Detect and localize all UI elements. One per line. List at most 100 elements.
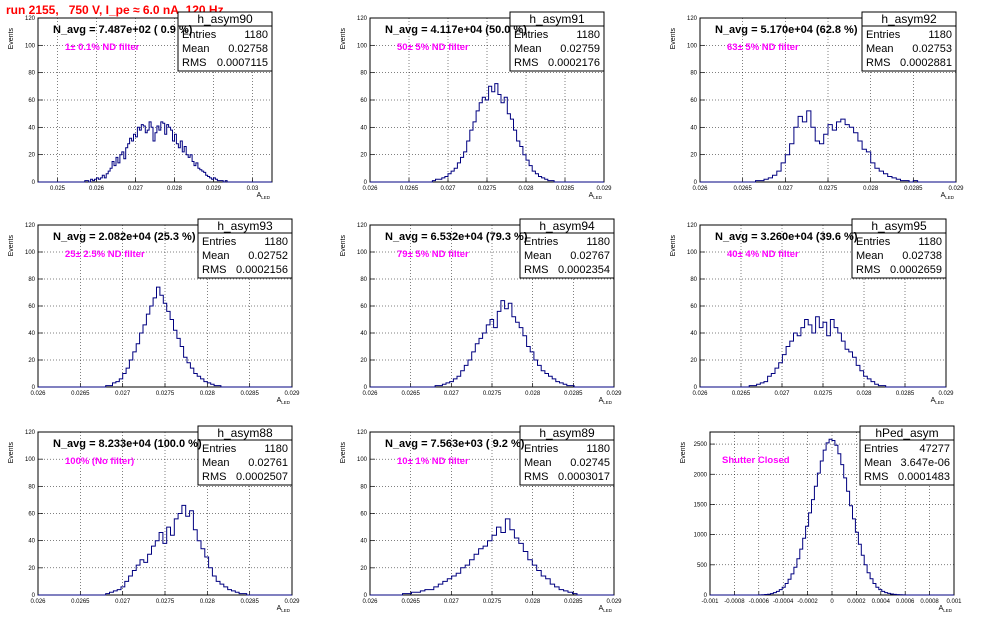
- x-tick-label: 0.0275: [156, 599, 175, 605]
- x-tick-label: 0.026: [692, 391, 708, 397]
- y-tick-label: 100: [357, 43, 368, 49]
- stats-key: Mean: [202, 250, 230, 262]
- stats-key: Entries: [514, 29, 549, 41]
- y-tick-label: 100: [25, 250, 36, 256]
- n-avg-label: N_avg = 8.233e+04 (100.0 %): [53, 438, 202, 450]
- x-tick-label: 0.026: [692, 186, 708, 192]
- stats-value: 0.02759: [560, 43, 600, 55]
- histogram-panel: -0.001 -0.0008 -0.0006 -0.0004 -0.0002 0 0.000…: [680, 425, 962, 613]
- x-tick-label: 0.028: [856, 391, 872, 397]
- y-tick-label: 20: [360, 358, 367, 364]
- y-tick-label: 20: [690, 358, 697, 364]
- y-tick-label: 40: [690, 125, 697, 131]
- y-axis-title: Events: [340, 28, 347, 50]
- y-tick-label: 120: [687, 223, 698, 229]
- y-tick-label: 0: [364, 180, 368, 186]
- stats-title: h_asym95: [871, 219, 927, 233]
- stats-key: Entries: [864, 443, 899, 455]
- histogram-line: [38, 504, 292, 596]
- y-axis-title: Events: [8, 235, 15, 257]
- stats-value: 0.02745: [570, 457, 610, 469]
- stats-box: h_asym95 Entries 1180 Mean 0.02738 RMS 0.00026…: [851, 218, 947, 279]
- stats-key: RMS: [856, 264, 880, 276]
- y-tick-label: 120: [357, 430, 368, 436]
- stats-key: RMS: [864, 471, 888, 483]
- x-tick-label: 0.0285: [240, 599, 259, 605]
- stats-title: h_asym94: [539, 219, 595, 233]
- stats-value: 1180: [264, 443, 288, 455]
- x-tick-label: 0.0285: [240, 391, 259, 397]
- x-tick-label: 0.0008: [920, 599, 939, 605]
- filter-note: 63± 5% ND filter: [727, 42, 799, 53]
- x-tick-label: 0.028: [525, 599, 541, 605]
- histogram-line: [700, 110, 956, 183]
- stats-title: h_asym90: [197, 12, 253, 26]
- x-tick-label: 0.0002: [847, 599, 866, 605]
- y-tick-label: 1000: [694, 533, 708, 539]
- x-axis-title: ALED: [277, 397, 291, 405]
- x-tick-label: 0.0265: [401, 391, 420, 397]
- stats-value: 1180: [244, 29, 268, 41]
- filter-note: 79± 5% ND filter: [397, 249, 469, 260]
- x-tick-label: 0.0275: [483, 391, 502, 397]
- x-tick-label: 0.0275: [819, 186, 838, 192]
- stats-title: h_asym91: [529, 12, 585, 26]
- y-tick-label: 20: [360, 153, 367, 159]
- x-tick-label: 0.027: [115, 391, 131, 397]
- x-tick-label: -0.0006: [749, 599, 770, 605]
- stats-key: Mean: [524, 457, 552, 469]
- stats-key: Entries: [524, 443, 559, 455]
- x-axis-title: ALED: [941, 192, 955, 200]
- filter-note: 10± 1% ND filter: [397, 456, 469, 467]
- n-avg-label: N_avg = 5.170e+04 (62.8 %): [715, 24, 858, 36]
- y-axis-title: Events: [340, 235, 347, 257]
- stats-value: 0.02753: [912, 43, 952, 55]
- histogram-panel: 0.025 0.026 0.027 0.028 0.029 0.03 0 20 40 60 80 10…: [8, 11, 273, 200]
- y-tick-label: 0: [364, 385, 368, 391]
- y-tick-label: 100: [25, 43, 36, 49]
- x-tick-label: 0.029: [284, 391, 300, 397]
- n-avg-label: N_avg = 7.563e+03 ( 9.2 %): [385, 438, 525, 450]
- x-tick-label: 0.0265: [71, 599, 90, 605]
- y-tick-label: 0: [704, 593, 708, 599]
- stats-value: 0.0007115: [217, 57, 268, 69]
- stats-key: RMS: [202, 471, 226, 483]
- n-avg-label: N_avg = 3.260e+04 (39.6 %): [715, 231, 858, 243]
- y-tick-label: 0: [694, 385, 698, 391]
- x-tick-label: 0.026: [30, 391, 46, 397]
- histogram-panel: 0.026 0.0265 0.027 0.0275 0.028 0.0285 0.029 0 2…: [340, 218, 622, 405]
- stats-box: h_asym91 Entries 1180 Mean 0.02759 RMS 0.00021…: [509, 11, 605, 72]
- stats-body-frame: [519, 439, 615, 486]
- stats-key: Mean: [866, 43, 894, 55]
- n-avg-label: N_avg = 4.117e+04 (50.0 %): [385, 24, 527, 36]
- stats-value: 0.02752: [248, 250, 288, 262]
- stats-body-frame: [509, 25, 605, 72]
- y-tick-label: 20: [360, 566, 367, 572]
- stats-key: Mean: [182, 43, 210, 55]
- y-tick-label: 80: [28, 277, 35, 283]
- n-avg-label: N_avg = 7.487e+02 ( 0.9 %): [53, 24, 193, 36]
- x-tick-label: 0.027: [444, 391, 460, 397]
- x-tick-label: 0.029: [606, 599, 622, 605]
- y-tick-label: 120: [357, 223, 368, 229]
- stats-key: Mean: [202, 457, 230, 469]
- y-tick-label: 0: [694, 180, 698, 186]
- n-avg-label: N_avg = 2.082e+04 (25.3 %): [53, 231, 196, 243]
- stats-body-frame: [197, 232, 293, 279]
- histogram-panel: 0.026 0.0265 0.027 0.0275 0.028 0.0285 0.029 0 2…: [670, 11, 964, 200]
- x-axis-title: ALED: [931, 397, 945, 405]
- stats-key: RMS: [182, 57, 206, 69]
- filter-note: 1± 0.1% ND filter: [65, 42, 140, 53]
- filter-note: 50± 5% ND filter: [397, 42, 469, 53]
- stats-key: RMS: [514, 57, 538, 69]
- stats-body-frame: [519, 232, 615, 279]
- x-tick-label: 0.027: [444, 599, 460, 605]
- stats-key: Mean: [524, 250, 552, 262]
- y-tick-label: 80: [360, 484, 367, 490]
- stats-value: 0.0002507: [236, 471, 288, 483]
- stats-box: h_asym90 Entries 1180 Mean 0.02758 RMS 0.00071…: [177, 11, 273, 72]
- y-tick-label: 60: [360, 512, 367, 518]
- stats-value: 0.02758: [228, 43, 268, 55]
- x-tick-label: 0.0265: [401, 599, 420, 605]
